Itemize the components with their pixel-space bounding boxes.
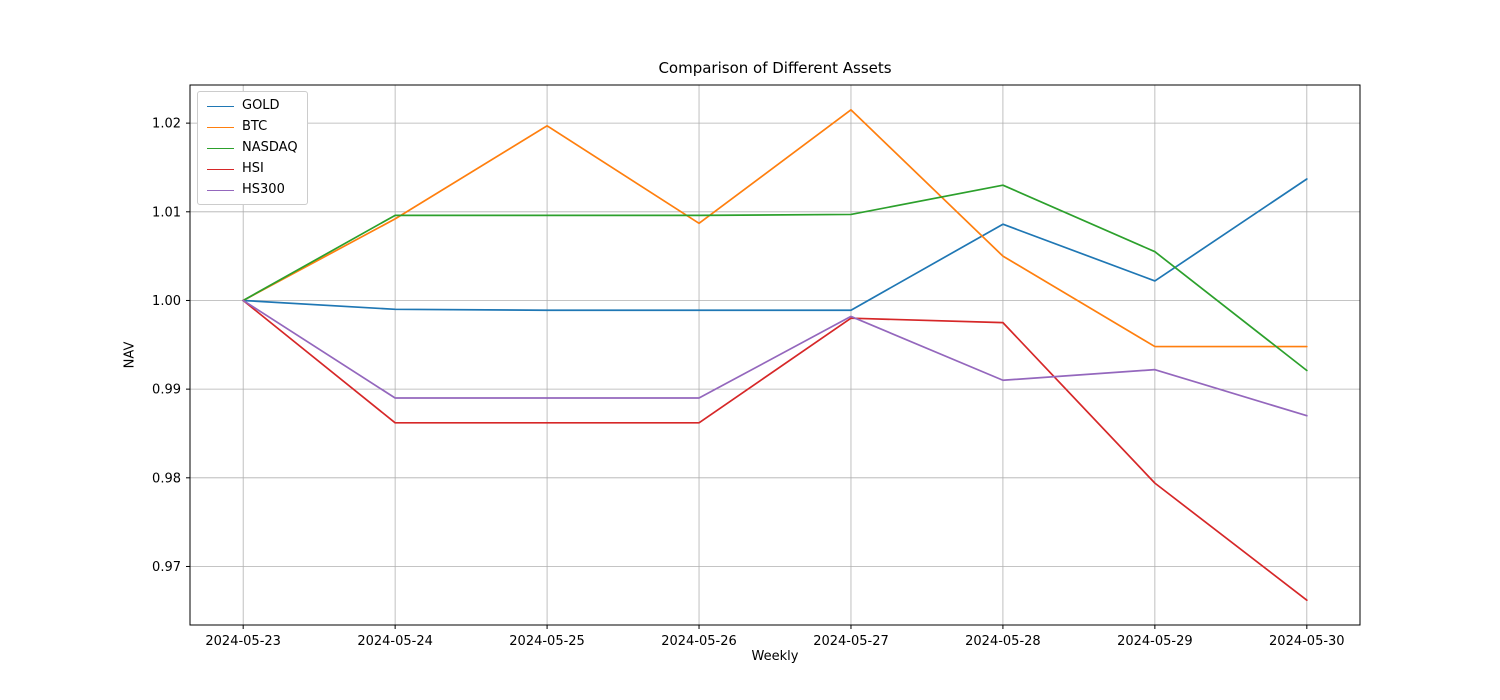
legend-label: GOLD — [242, 98, 280, 113]
legend-label: BTC — [242, 119, 268, 134]
series-line-hs300 — [242, 299, 1308, 417]
legend-item-hs300: HS300 — [207, 182, 298, 198]
x-axis-label: Weekly — [751, 649, 799, 664]
legend-line-swatch — [207, 126, 234, 128]
legend-line-swatch — [207, 105, 234, 107]
legend-item-nasdaq: NASDAQ — [207, 140, 298, 156]
series-line-gold — [242, 178, 1308, 312]
legend-label: HS300 — [242, 182, 285, 197]
legend-line-swatch — [207, 189, 234, 191]
legend-line-swatch — [207, 168, 234, 170]
series-line-hsi — [242, 299, 1308, 602]
legend-label: NASDAQ — [242, 140, 298, 155]
y-tick-label: 1.02 — [152, 117, 181, 132]
series-line-nasdaq — [242, 184, 1308, 372]
legend-item-gold: GOLD — [207, 98, 298, 114]
legend-item-hsi: HSI — [207, 161, 298, 177]
x-tick-label: 2024-05-30 — [1269, 634, 1345, 649]
x-tick-label: 2024-05-26 — [661, 634, 737, 649]
x-tick-label: 2024-05-25 — [509, 634, 585, 649]
y-tick-label: 0.99 — [152, 383, 181, 398]
legend: GOLD BTC NASDAQ HSI HS300 — [197, 91, 308, 205]
legend-line-swatch — [207, 147, 234, 149]
legend-label: HSI — [242, 161, 264, 176]
y-tick-label: 0.97 — [152, 560, 181, 575]
chart-title: Comparison of Different Assets — [658, 59, 892, 77]
x-tick-label: 2024-05-28 — [965, 634, 1041, 649]
legend-item-btc: BTC — [207, 119, 298, 135]
y-tick-label: 1.00 — [152, 294, 181, 309]
y-tick-label: 1.01 — [152, 205, 181, 220]
x-tick-label: 2024-05-29 — [1117, 634, 1193, 649]
x-tick-label: 2024-05-24 — [357, 634, 433, 649]
series-line-btc — [242, 108, 1308, 348]
y-tick-label: 0.98 — [152, 471, 181, 486]
plot-border — [189, 84, 1361, 626]
x-tick-label: 2024-05-27 — [813, 634, 889, 649]
x-tick-label: 2024-05-23 — [205, 634, 281, 649]
